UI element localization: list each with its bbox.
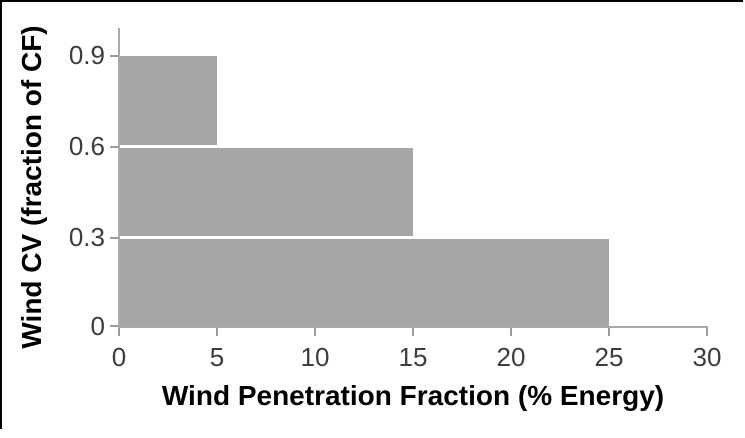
y-tick-label-0.9: 0.9 [68,40,105,70]
bar-segment-15-25 [120,239,609,326]
y-axis-title: Wind CV (fraction of CF) [16,25,47,349]
x-tick-0 [118,328,120,336]
x-tick-label-15: 15 [398,342,428,372]
y-tick-label-0.3: 0.3 [68,222,105,252]
y-tick-0.6 [110,146,118,148]
bar-segment-0-5 [120,56,217,145]
y-tick-0.9 [110,55,118,57]
y-tick-label-0.6: 0.6 [68,131,105,161]
x-tick-5 [216,328,218,336]
picture-border-left [0,0,2,429]
x-tick-label-30: 30 [692,342,722,372]
bar-segment-5-15 [120,148,413,236]
y-tick-label-0: 0 [90,311,105,341]
x-tick-10 [314,328,316,336]
x-tick-30 [706,328,708,336]
x-tick-label-25: 25 [594,342,624,372]
x-axis-title: Wind Penetration Fraction (% Energy) [161,380,665,411]
x-tick-label-5: 5 [209,342,225,372]
x-axis-line [118,326,708,328]
x-tick-label-0: 0 [111,342,127,372]
x-tick-label-10: 10 [300,342,330,372]
x-tick-20 [510,328,512,336]
y-axis-line [118,28,120,327]
x-tick-25 [608,328,610,336]
x-tick-15 [412,328,414,336]
picture-border-top [0,0,743,2]
y-tick-0.3 [110,237,118,239]
x-tick-label-20: 20 [496,342,526,372]
y-tick-0 [110,325,118,327]
